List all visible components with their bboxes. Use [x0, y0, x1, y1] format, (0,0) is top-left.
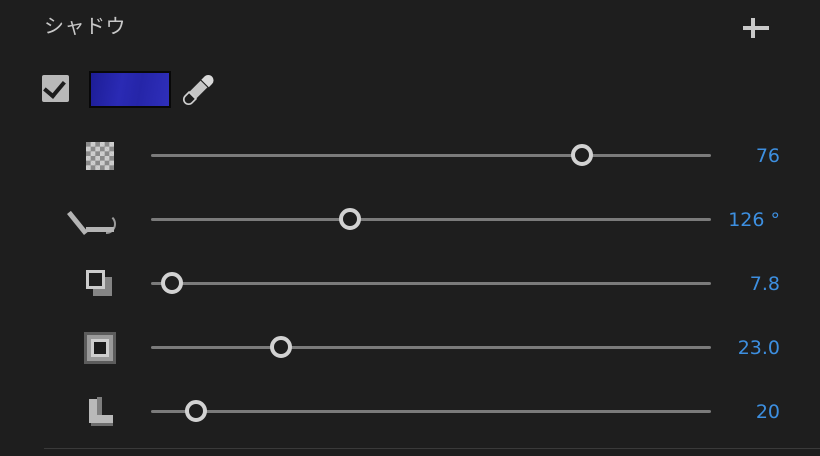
nested-square-icon — [82, 330, 118, 366]
distance-slider-handle[interactable] — [161, 272, 184, 294]
shadow-color-swatch[interactable] — [89, 71, 171, 108]
angle-slider-handle[interactable] — [338, 208, 361, 230]
offset-squares-icon — [82, 266, 118, 302]
slider-row-angle: 126 ° — [0, 194, 820, 246]
noise-slider-track[interactable] — [151, 410, 711, 413]
panel-divider — [44, 448, 820, 449]
size-slider-handle[interactable] — [269, 336, 292, 358]
size-slider-track[interactable] — [151, 346, 711, 349]
slider-row-size: 23.0 — [0, 322, 820, 374]
plus-icon — [743, 26, 769, 30]
eyedropper-icon[interactable] — [182, 72, 216, 108]
opacity-value[interactable]: 76 — [755, 145, 780, 167]
opacity-slider-handle[interactable] — [571, 144, 594, 166]
noise-slider-handle[interactable] — [184, 400, 207, 422]
distance-slider-track[interactable] — [151, 282, 711, 285]
size-slider[interactable] — [151, 322, 711, 374]
angle-slider[interactable] — [151, 194, 711, 246]
add-shadow-button[interactable] — [740, 12, 772, 44]
page-title: シャドウ — [44, 14, 126, 38]
shadow-color-row — [0, 70, 820, 112]
noise-slider[interactable] — [151, 386, 711, 438]
slider-row-distance: 7.8 — [0, 258, 820, 310]
panel-header: シャドウ — [0, 0, 820, 56]
opacity-slider[interactable] — [151, 130, 711, 182]
check-icon — [43, 75, 66, 99]
angle-icon — [67, 202, 118, 238]
angle-slider-track[interactable] — [151, 218, 711, 221]
distance-value[interactable]: 7.8 — [749, 273, 780, 295]
shadow-enabled-checkbox[interactable] — [42, 75, 69, 102]
slider-row-opacity: 76 — [0, 130, 820, 182]
size-value[interactable]: 23.0 — [737, 337, 780, 359]
noise-value[interactable]: 20 — [755, 401, 780, 423]
corner-icon — [82, 394, 118, 430]
distance-slider[interactable] — [151, 258, 711, 310]
checkerboard-icon — [82, 138, 118, 174]
angle-value[interactable]: 126 ° — [728, 209, 780, 231]
plus-icon-vertical — [751, 18, 755, 38]
opacity-slider-track[interactable] — [151, 154, 711, 157]
slider-row-noise: 20 — [0, 386, 820, 438]
